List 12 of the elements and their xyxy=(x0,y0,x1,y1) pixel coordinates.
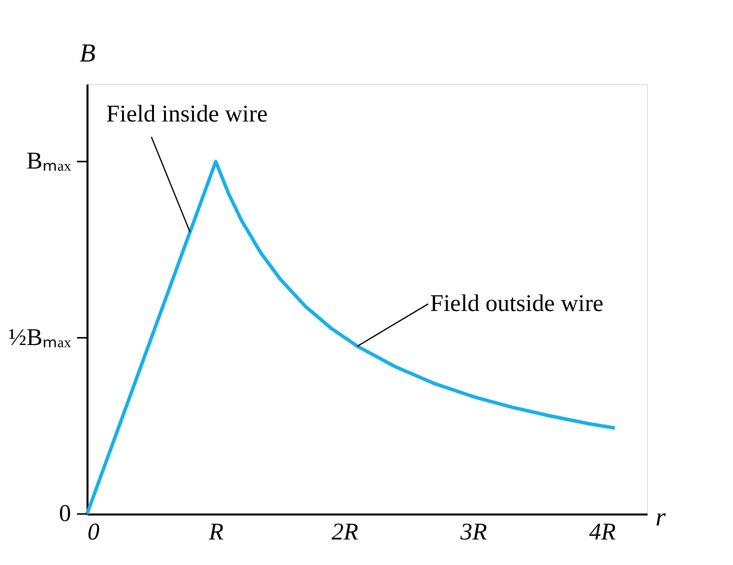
x-tick-label: 3R xyxy=(459,520,488,546)
x-tick-label: 4R xyxy=(589,520,616,546)
x-axis-title: r xyxy=(656,502,666,532)
text: 0 xyxy=(59,501,71,527)
x-tick-label: 2R xyxy=(332,520,359,546)
text: ½Bₘₐₓ xyxy=(8,324,72,351)
x-tick-label: R xyxy=(208,520,224,546)
annotation: Field inside wire xyxy=(106,101,268,128)
annotation: Field outside wire xyxy=(430,290,604,317)
y-axis-title: B xyxy=(80,38,96,68)
text: Bₘₐₓ xyxy=(26,148,72,175)
x-tick-label: 0 xyxy=(88,520,100,546)
